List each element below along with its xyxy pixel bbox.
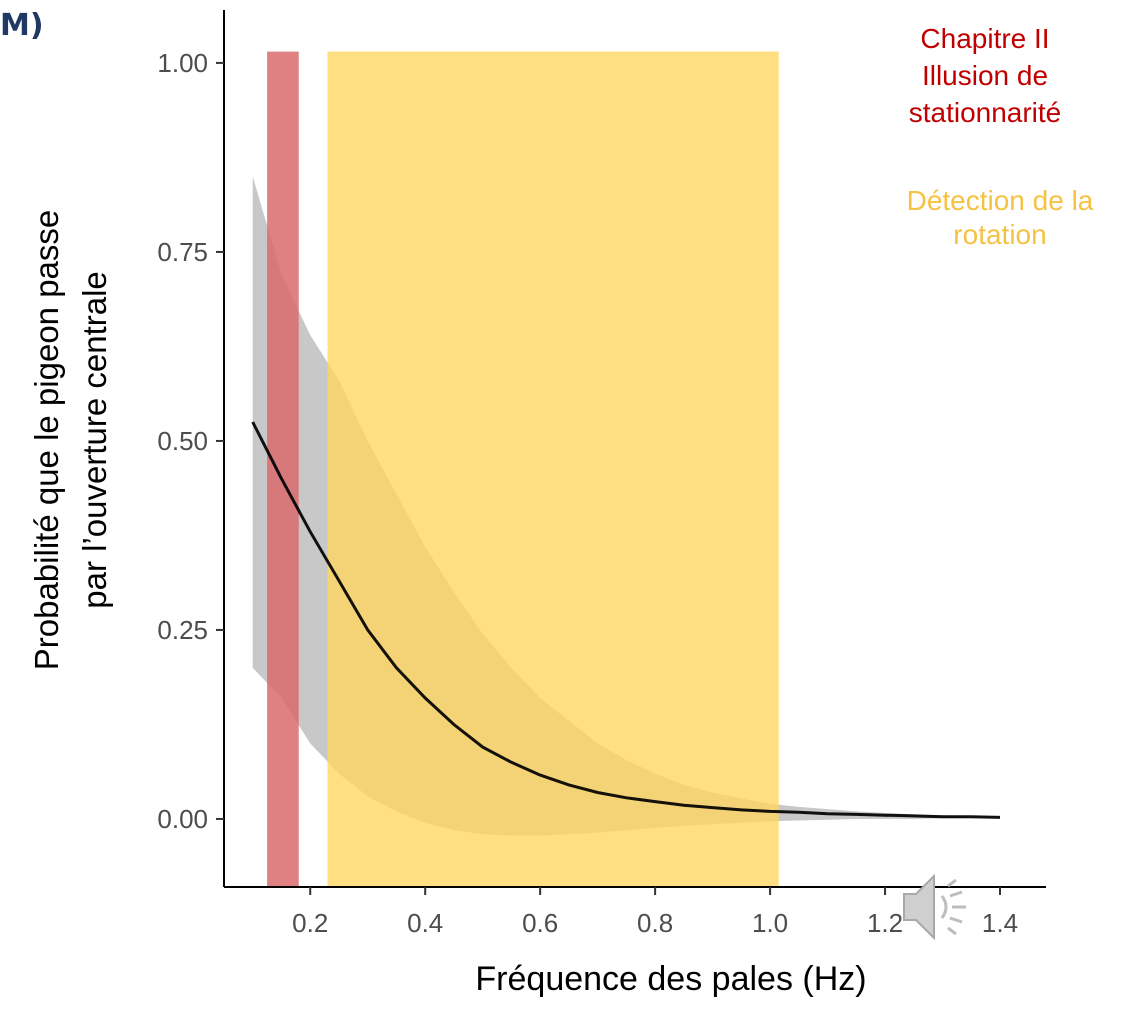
axes <box>223 10 1046 888</box>
legend-rotation: Détection de la rotation <box>860 184 1140 252</box>
x-axis-ticks: 0.2 0.4 0.6 0.8 1.0 1.2 1.4 <box>292 887 1018 938</box>
highlight-bands <box>267 51 779 887</box>
legend-red-line-1: Chapitre II <box>920 23 1050 54</box>
legend-gold-line-2: rotation <box>953 219 1047 250</box>
band-rotation-detection <box>327 51 779 887</box>
legend-red-line-2: Illusion de <box>921 60 1049 91</box>
y-axis-ticks: 0.00 0.25 0.50 0.75 1.00 <box>157 48 224 834</box>
speaker-icon[interactable] <box>900 862 970 952</box>
y-tick-label: 1.00 <box>157 48 208 78</box>
y-axis-label-line-1: Probabilité que le pigeon passe <box>28 210 65 671</box>
y-tick-label: 0.50 <box>157 426 208 456</box>
y-tick-label: 0.75 <box>157 237 208 267</box>
legend-stationarity: Chapitre II Illusion de stationnarité <box>870 22 1100 133</box>
x-axis-label: Fréquence des pales (Hz) <box>475 960 866 998</box>
panel-label: M) <box>0 8 44 43</box>
x-tick-label: 0.2 <box>292 908 328 938</box>
fitted-line-layer <box>251 421 1001 819</box>
y-tick-label: 0.25 <box>157 615 208 645</box>
y-axis-label-line-2: par l’ouverture centrale <box>76 271 113 609</box>
fitted-probability-line <box>251 421 1001 819</box>
y-tick-label: 0.00 <box>157 804 208 834</box>
x-tick-label: 0.4 <box>407 908 443 938</box>
legend-gold-line-1: Détection de la <box>906 185 1094 216</box>
band-stationarity-illusion <box>267 51 299 887</box>
x-tick-label: 1.4 <box>982 908 1018 938</box>
legend-red-line-3: stationnarité <box>908 97 1062 128</box>
x-tick-label: 1.2 <box>867 908 903 938</box>
x-tick-label: 1.0 <box>752 908 788 938</box>
x-tick-label: 0.6 <box>522 908 558 938</box>
x-tick-label: 0.8 <box>637 908 673 938</box>
